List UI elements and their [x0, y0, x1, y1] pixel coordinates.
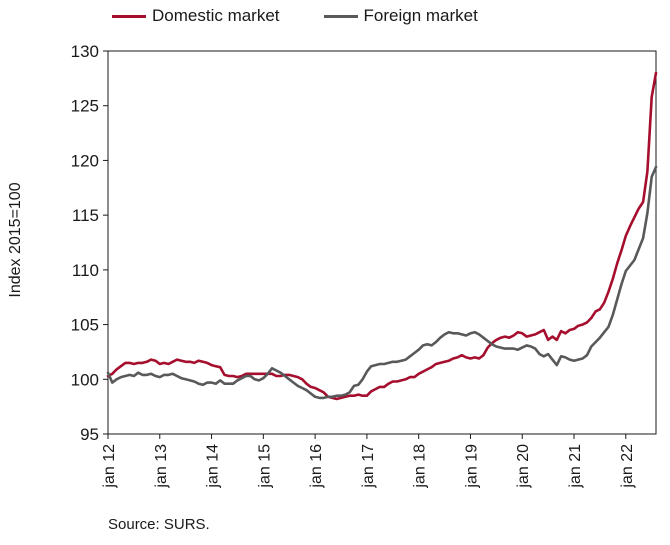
y-tick-label: 115: [72, 206, 99, 225]
x-tick-label: jan 13: [153, 444, 170, 489]
x-tick-label: jan 18: [412, 444, 429, 489]
y-tick-label: 105: [71, 316, 99, 335]
x-tick-label: jan 19: [463, 444, 480, 489]
x-tick-label: jan 20: [515, 444, 532, 489]
legend-label-domestic: Domestic market: [152, 6, 280, 25]
legend-item-domestic: Domestic market: [112, 6, 280, 26]
legend-swatch-domestic: [112, 14, 146, 18]
x-tick-label: jan 17: [360, 444, 377, 489]
y-tick-label: 100: [71, 370, 99, 389]
chart-legend: Domestic market Foreign market: [112, 6, 478, 26]
x-tick-label: jan 14: [205, 444, 222, 489]
x-tick-label: jan 12: [101, 444, 118, 489]
series-line-domestic: [106, 71, 658, 401]
series-line-foreign: [106, 165, 658, 400]
x-tick-label: jan 15: [256, 444, 273, 489]
source-note: Source: SURS.: [108, 516, 210, 533]
x-tick-label: jan 21: [567, 444, 584, 489]
y-tick-label: 110: [72, 261, 99, 280]
legend-label-foreign: Foreign market: [363, 6, 478, 25]
y-tick-label: 125: [71, 97, 99, 116]
legend-item-foreign: Foreign market: [323, 6, 478, 26]
x-tick-label: jan 22: [619, 444, 636, 489]
y-tick-label: 130: [71, 42, 99, 61]
legend-swatch-foreign: [323, 14, 358, 18]
y-tick-label: 120: [71, 151, 99, 170]
x-tick-label: jan 16: [308, 444, 325, 489]
plot-frame: [107, 50, 657, 435]
y-tick-label: 95: [80, 425, 99, 444]
